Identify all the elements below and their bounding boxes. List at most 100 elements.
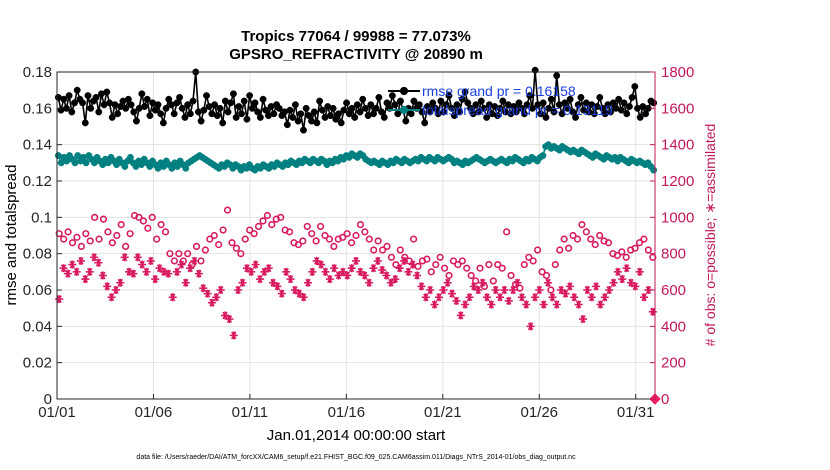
point-rmse	[383, 99, 391, 107]
point-obs-assimilated	[635, 267, 644, 276]
point-rmse	[515, 99, 523, 107]
point-rmse	[270, 110, 278, 118]
point-rmse	[359, 95, 367, 103]
point-rmse	[238, 110, 245, 118]
point-obs-possible	[587, 235, 595, 243]
point-obs-assimilated	[452, 296, 461, 305]
point-rmse	[526, 92, 534, 100]
x-axis-label: Jan.01,2014 00:00:00 start	[267, 427, 446, 444]
point-rmse	[219, 119, 227, 127]
point-obs-possible	[55, 230, 63, 238]
point-rmse	[227, 99, 235, 107]
x-tick-label: 01/31	[617, 404, 655, 421]
point-obs-assimilated	[565, 282, 574, 291]
point-rmse	[329, 104, 337, 112]
point-rmse	[561, 99, 569, 107]
point-obs-possible	[192, 242, 201, 250]
y-axis-right: 0 200 400 600 800 1000 1200 1400 1600 1800	[650, 64, 694, 408]
point-obs-assimilated	[164, 269, 173, 278]
point-rmse	[318, 106, 326, 114]
point-obs-possible	[122, 242, 130, 250]
point-obs-assimilated	[277, 289, 286, 298]
point-rmse	[620, 99, 628, 107]
point-obs-assimilated	[347, 264, 356, 273]
point-rmse	[636, 113, 644, 121]
point-obs-possible	[299, 237, 307, 245]
point-obs-assimilated	[129, 269, 138, 278]
point-obs-assimilated	[592, 282, 601, 291]
point-rmse	[539, 99, 547, 107]
point-obs-assimilated	[596, 300, 605, 309]
point-obs-possible	[529, 257, 537, 265]
point-obs-possible	[409, 235, 418, 243]
point-obs-possible	[126, 230, 134, 238]
point-rmse	[184, 101, 192, 109]
plot-area	[57, 72, 655, 399]
point-obs-assimilated	[426, 286, 435, 294]
point-rmse	[456, 108, 464, 116]
point-obs-possible	[144, 224, 152, 232]
point-obs-assimilated	[430, 300, 439, 309]
point-obs-assimilated	[369, 264, 378, 273]
point-obs-possible	[361, 228, 369, 236]
point-obs-possible	[383, 242, 391, 250]
point-rmse	[229, 90, 237, 98]
point-obs-assimilated	[325, 275, 334, 284]
chart-title: Tropics 77064 / 99988 = 77.073%	[241, 28, 471, 45]
point-rmse	[493, 112, 501, 120]
point-obs-possible	[215, 240, 223, 249]
point-obs-possible	[277, 213, 285, 221]
point-obs-possible	[343, 230, 351, 238]
point-rmse	[577, 93, 585, 101]
y-right-tick-label: 800	[661, 246, 686, 263]
point-totalspread	[650, 166, 658, 174]
point-rmse	[165, 95, 173, 103]
point-rmse	[68, 108, 76, 116]
point-obs-assimilated	[299, 293, 308, 302]
point-rmse	[154, 101, 162, 109]
point-obs-assimilated	[273, 282, 282, 291]
point-rmse	[356, 108, 364, 116]
point-rmse	[483, 113, 491, 121]
point-obs-possible	[157, 221, 165, 229]
point-obs-possible	[463, 264, 471, 272]
point-rmse	[472, 101, 480, 109]
point-obs-possible	[232, 244, 240, 252]
point-obs-assimilated	[404, 267, 413, 276]
point-obs-possible	[330, 242, 338, 250]
point-rmse	[380, 113, 388, 121]
point-obs-possible	[237, 250, 245, 258]
point-rmse	[429, 99, 437, 107]
point-rmse	[232, 113, 240, 121]
point-obs-assimilated	[207, 298, 216, 307]
point-obs-possible	[494, 260, 502, 269]
y-left-tick-label: 0.12	[23, 173, 52, 190]
point-obs-assimilated	[142, 267, 151, 276]
point-rmse	[60, 95, 68, 103]
point-rmse	[235, 103, 243, 110]
point-rmse	[313, 119, 321, 127]
point-obs-possible	[378, 246, 387, 254]
point-rmse	[203, 92, 210, 100]
point-rmse	[480, 104, 488, 112]
point-rmse	[370, 110, 377, 118]
point-obs-assimilated	[334, 271, 343, 280]
point-obs-assimilated	[308, 267, 317, 276]
point-obs-possible	[321, 231, 329, 240]
point-obs-assimilated	[552, 300, 561, 309]
point-rmse	[294, 117, 302, 125]
legend-label-rmse: rmse grand pr = 0.16158	[422, 83, 576, 99]
point-rmse	[410, 97, 418, 105]
point-rmse	[426, 108, 434, 116]
point-obs-assimilated	[365, 278, 374, 287]
point-rmse	[332, 115, 340, 123]
point-rmse	[499, 97, 507, 105]
y-left-tick-label: 0.1	[31, 209, 52, 226]
point-rmse	[547, 95, 555, 103]
point-obs-possible	[139, 217, 147, 225]
point-obs-assimilated	[378, 266, 387, 275]
point-obs-assimilated	[487, 300, 496, 309]
point-obs-possible	[99, 215, 108, 223]
point-obs-possible	[622, 253, 630, 261]
